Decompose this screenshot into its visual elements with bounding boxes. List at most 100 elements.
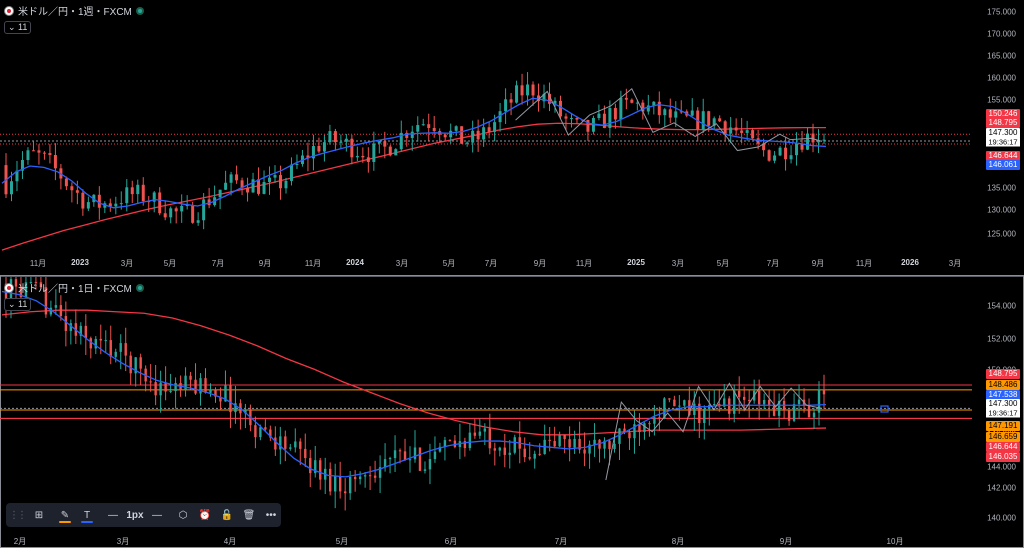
alert-icon[interactable]: ⏰	[194, 503, 216, 527]
candle-body	[463, 441, 467, 449]
candle-body	[254, 425, 257, 438]
weekly-price-axis[interactable]: 175.000170.000165.000160.000155.000150.0…	[972, 0, 1024, 272]
drag-grip-icon[interactable]: ⋮⋮	[6, 503, 28, 527]
daily-time-axis[interactable]: 2月 3月 4月 5月 6月 7月 8月 9月 10月	[0, 536, 972, 548]
candle-body	[322, 142, 326, 152]
candle-body	[635, 102, 639, 104]
more-icon[interactable]: •••	[260, 503, 282, 527]
line-dash-icon[interactable]: —	[146, 503, 168, 527]
daily-chart-pane[interactable]: 米ドル／円・1日・FXCM ⌄ 11 154.000152.000150.000…	[0, 275, 1024, 548]
lock-icon-glyph: 🔓	[220, 509, 234, 521]
candle-body	[762, 143, 766, 151]
weekly-legend[interactable]: 米ドル／円・1週・FXCM	[4, 3, 144, 18]
candle-body	[26, 150, 30, 160]
line-width-label-glyph: 1px	[126, 509, 144, 521]
color-indicator	[59, 521, 71, 523]
time-tick-label: 5月	[163, 259, 177, 268]
layout-icon[interactable]: ⊞	[28, 503, 50, 527]
candle-body	[274, 437, 277, 450]
candle-body	[503, 447, 506, 455]
daily-chart-canvas[interactable]	[0, 277, 1024, 548]
candle-body	[69, 323, 73, 331]
candle-body	[185, 204, 189, 206]
weekly-chart-pane[interactable]: 米ドル／円・1週・FXCM ⌄ 11 175.000 170.000 165.000…	[0, 0, 1024, 272]
candle-body	[240, 180, 244, 188]
candle-body	[678, 405, 681, 407]
usd-jpy-flag-icon	[4, 282, 14, 293]
pencil-icon-glyph: ✎	[60, 509, 70, 521]
time-tick-label: 4月	[223, 537, 237, 546]
projection-marker-icon	[880, 405, 889, 413]
candle-body	[443, 134, 447, 138]
candle-body	[311, 145, 315, 159]
candle-body	[114, 351, 117, 357]
candle-body	[124, 343, 127, 356]
time-tick-label: 3月	[948, 259, 962, 268]
weekly-indicators-toggle[interactable]: ⌄ 11	[4, 21, 32, 34]
candle-body	[542, 93, 546, 102]
weekly-time-axis[interactable]: 11月 2023 3月 5月 7月 9月 11月 2024 3月 5月 7月 9月 11月 2025 3月 5…	[0, 258, 972, 272]
candle-body	[597, 113, 601, 118]
candle-body	[713, 404, 716, 406]
candle-body	[504, 99, 508, 112]
candle-body	[553, 440, 556, 447]
candle-body	[377, 141, 381, 144]
candle-body	[363, 475, 367, 477]
candle-body	[29, 282, 33, 284]
candle-body	[811, 133, 815, 143]
candle-body	[399, 132, 403, 150]
drawing-toolbar[interactable]: ⋮⋮ ⊞ ✎ T — 1px — ⬡ ⏰ 🔓 🗑 •••	[6, 503, 281, 527]
daily-price-axis[interactable]: 154.000152.000150.000148.000146.000144.0…	[972, 277, 1024, 548]
daily-indicators-toggle[interactable]: ⌄ 11	[4, 298, 32, 311]
fast-moving-average-line	[1, 97, 827, 209]
candle-body	[383, 459, 387, 468]
candle-body	[405, 132, 409, 138]
line-style-icon[interactable]: —	[102, 503, 124, 527]
price-tick-label: 140.000	[987, 513, 1016, 523]
candle-body	[658, 417, 661, 419]
trash-icon[interactable]: 🗑	[238, 503, 260, 527]
candle-body	[558, 100, 562, 117]
candle-body	[633, 424, 636, 439]
candle-body	[54, 305, 58, 308]
candle-body	[618, 428, 621, 444]
time-tick-label: 5月	[335, 537, 349, 546]
daily-legend[interactable]: 米ドル／円・1日・FXCM	[4, 280, 144, 295]
candle-body	[139, 357, 142, 369]
candle-body	[443, 440, 447, 447]
text-icon[interactable]: T	[76, 503, 98, 527]
candle-body	[767, 399, 771, 406]
candle-body	[366, 157, 370, 162]
candle-body	[194, 379, 197, 394]
candle-body	[795, 143, 799, 156]
candle-body	[393, 450, 397, 459]
candle-body	[433, 451, 437, 460]
price-marker-label: 146.644	[986, 442, 1020, 452]
line-width-label[interactable]: 1px	[124, 503, 146, 527]
bar-countdown-label: 19:36:17	[986, 137, 1020, 147]
candle-body	[822, 389, 826, 395]
candle-body	[403, 451, 407, 460]
pencil-icon[interactable]: ✎	[54, 503, 76, 527]
lock-icon[interactable]: 🔓	[216, 503, 238, 527]
candle-body	[317, 145, 321, 152]
candle-body	[817, 140, 821, 143]
time-tick-label: 9月	[811, 259, 825, 268]
candle-body	[498, 111, 502, 123]
candle-body	[306, 155, 310, 159]
time-tick-label: 3月	[116, 537, 130, 546]
candle-body	[531, 84, 535, 96]
layout-icon-glyph: ⊞	[34, 509, 44, 521]
price-marker-label: 147.300	[986, 399, 1020, 409]
candle-body	[299, 441, 302, 449]
zigzag-line	[605, 382, 823, 481]
candle-body	[568, 439, 571, 448]
candle-body	[454, 126, 458, 131]
candle-body	[738, 390, 741, 397]
candle-body	[756, 138, 760, 144]
weekly-chart-canvas[interactable]	[0, 0, 1024, 272]
candle-body	[289, 447, 292, 449]
candle-body	[235, 174, 239, 181]
settings-icon[interactable]: ⬡	[172, 503, 194, 527]
candle-body	[817, 389, 821, 413]
